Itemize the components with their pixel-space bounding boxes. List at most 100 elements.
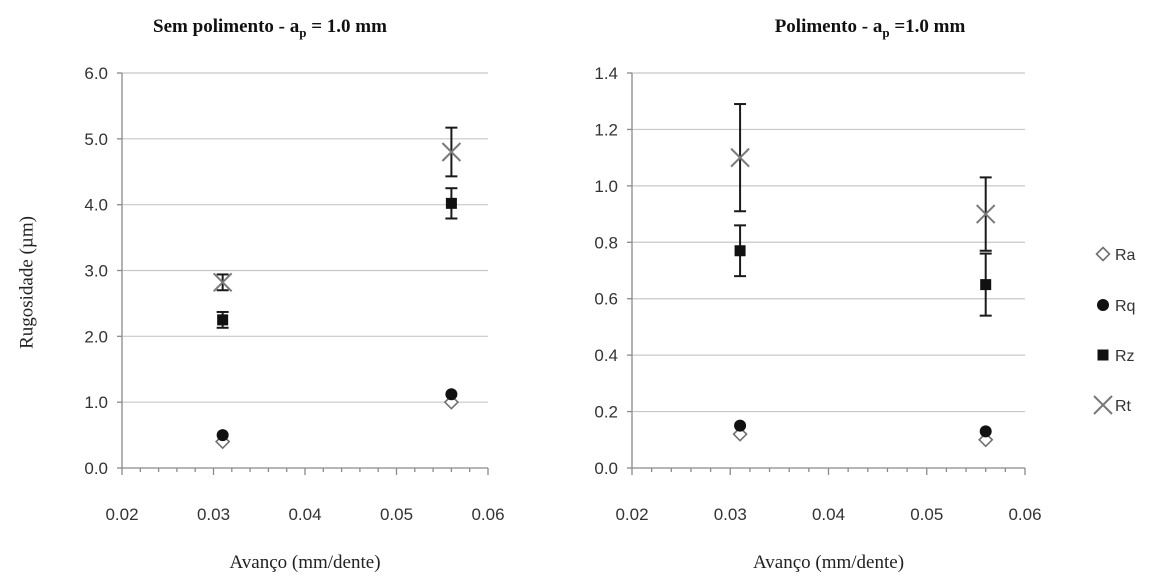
- title-rest: = 1.0 mm: [306, 16, 387, 37]
- x-axis-label: Avanço (mm/dente): [229, 552, 380, 573]
- y-tick-label: 3.0: [84, 262, 108, 281]
- x-axis-label: Avanço (mm/dente): [753, 552, 904, 573]
- diamond-marker: [732, 426, 748, 442]
- cross-marker-stroke: [441, 142, 462, 162]
- x-tick-label: 0.02: [105, 505, 138, 524]
- cross-marker-stroke: [1093, 395, 1113, 415]
- cross-marker-stroke: [975, 204, 996, 224]
- data-marks: [730, 103, 996, 448]
- circle-marker: [734, 419, 747, 432]
- marker-rq: [734, 419, 747, 432]
- legend-item-ra: Ra: [1095, 246, 1136, 264]
- square-marker: [445, 197, 457, 209]
- marker-rt: [975, 204, 996, 224]
- y-tick-label: 1.4: [594, 64, 618, 83]
- series-rz: [216, 187, 458, 329]
- y-tick-label: 0.6: [594, 290, 618, 309]
- marker-rz: [980, 279, 992, 291]
- legend-label: Rt: [1115, 398, 1132, 415]
- marker-rq: [979, 425, 992, 438]
- marker-rz: [445, 197, 457, 209]
- square-marker: [1097, 349, 1109, 361]
- axes: [627, 72, 1026, 475]
- title-rest: =1.0 mm: [890, 16, 966, 37]
- marker-rt: [441, 142, 462, 162]
- y-tick-label: 4.0: [84, 196, 108, 215]
- marker-rt: [730, 147, 750, 168]
- legend-label: Rz: [1115, 348, 1135, 365]
- circle-marker: [216, 429, 229, 442]
- series-ra: [732, 426, 994, 448]
- gridlines: [122, 72, 488, 403]
- diamond-marker: [978, 432, 994, 448]
- y-tick-label: 1.0: [594, 177, 618, 196]
- x-tick-label: 0.06: [1008, 505, 1041, 524]
- marker-ra: [732, 426, 748, 442]
- gridlines: [632, 72, 1025, 413]
- marker-rz: [1097, 349, 1109, 361]
- tick-labels: 0.0 0.2 0.4 0.6 0.8 1.0 1.2 1.4 0.02 0.03 0.04 0.05…: [594, 64, 1041, 524]
- marker-rt: [212, 272, 233, 293]
- series-rq: [216, 388, 458, 442]
- marker-rz: [734, 245, 746, 257]
- title-subscript: p: [882, 25, 889, 40]
- y-tick-label: 0.2: [594, 403, 618, 422]
- x-tick-label: 0.05: [380, 505, 413, 524]
- chart-title-polimento: Polimento - ap =1.0 mm: [775, 16, 966, 40]
- legend-item-rq: Rq: [1097, 298, 1135, 315]
- square-marker: [734, 245, 746, 257]
- data-marks: [212, 126, 462, 450]
- square-marker: [217, 314, 229, 326]
- y-tick-label: 5.0: [84, 130, 108, 149]
- tick-labels: 0.0 1.0 2.0 3.0 4.0 5.0 6.0 0.02 0.03 0.04 0.05 0.0…: [84, 64, 504, 524]
- chart-title-sem-polimento: Sem polimento - ap = 1.0 mm: [153, 16, 387, 40]
- title-subscript: p: [299, 25, 306, 40]
- y-tick-label: 0.8: [594, 233, 618, 252]
- x-tick-label: 0.06: [471, 505, 504, 524]
- square-marker: [980, 279, 992, 291]
- circle-marker: [1097, 299, 1109, 311]
- circle-marker: [979, 425, 992, 438]
- series-rt: [212, 126, 462, 293]
- marker-rt: [1093, 395, 1113, 415]
- y-tick-label: 1.0: [84, 393, 108, 412]
- y-tick-label: 0.4: [594, 346, 618, 365]
- series-rz: [734, 224, 992, 317]
- series-rq: [734, 419, 992, 438]
- y-tick-label: 0.0: [594, 459, 618, 478]
- y-tick-label: 0.0: [84, 459, 108, 478]
- series-rt: [730, 103, 996, 252]
- chart-sem-polimento: Sem polimento - ap = 1.0 mm 0.0 1.0 2.0 3.0…: [16, 16, 504, 573]
- axes: [117, 72, 489, 475]
- y-axis-label: Rugosidade (µm): [16, 216, 37, 349]
- marker-ra: [1095, 246, 1111, 262]
- y-tick-label: 1.2: [594, 120, 618, 139]
- x-tick-label: 0.02: [615, 505, 648, 524]
- legend-label: Ra: [1115, 247, 1136, 264]
- cross-marker-stroke: [212, 272, 233, 293]
- x-tick-label: 0.04: [288, 505, 321, 524]
- y-tick-label: 2.0: [84, 327, 108, 346]
- x-tick-label: 0.03: [197, 505, 230, 524]
- x-tick-label: 0.04: [812, 505, 845, 524]
- series-ra: [215, 394, 460, 450]
- x-tick-label: 0.03: [714, 505, 747, 524]
- diamond-marker: [1095, 246, 1111, 262]
- legend-label: Rq: [1115, 298, 1135, 315]
- marker-rq: [1097, 299, 1109, 311]
- marker-ra: [978, 432, 994, 448]
- legend-item-rz: Rz: [1097, 348, 1135, 365]
- marker-rq: [216, 429, 229, 442]
- chart-polimento: Polimento - ap =1.0 mm 0.0 0.2 0.4 0.6 0.8 1.…: [594, 16, 1041, 573]
- marker-rq: [445, 388, 458, 401]
- marker-rz: [217, 314, 229, 326]
- legend-item-rt: Rt: [1093, 395, 1132, 415]
- cross-marker-stroke: [730, 147, 750, 168]
- title-main: Sem polimento - a: [153, 16, 300, 37]
- legend: Ra Rq Rz Rt: [1093, 246, 1136, 415]
- y-tick-label: 6.0: [84, 64, 108, 83]
- circle-marker: [445, 388, 458, 401]
- title-main: Polimento - a: [775, 16, 883, 37]
- x-tick-label: 0.05: [910, 505, 943, 524]
